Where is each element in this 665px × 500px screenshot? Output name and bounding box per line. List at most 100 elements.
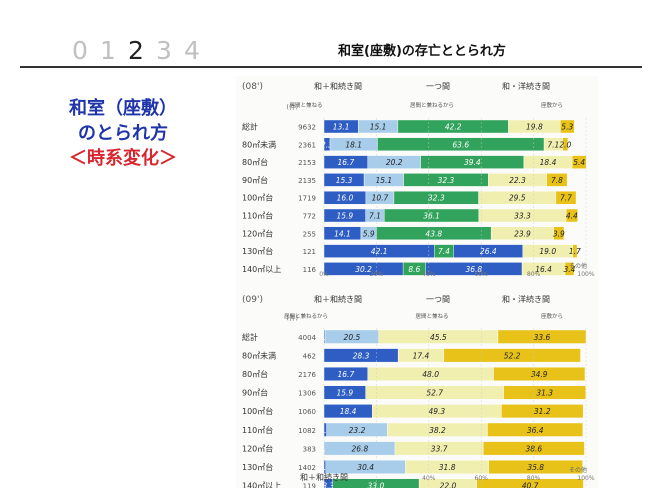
chart1-data-label: 30.4 bbox=[357, 463, 374, 472]
chart0-bar-segment bbox=[571, 155, 587, 169]
chart1-count-label: 1306 bbox=[298, 390, 316, 398]
chart0-data-label: 7.1 bbox=[547, 140, 559, 149]
chart0-data-label: 42.2 bbox=[445, 123, 462, 132]
chart0-data-label: 22.3 bbox=[509, 176, 526, 185]
chart0-tick-label: 0% bbox=[319, 271, 329, 278]
chart1-data-label: 48.0 bbox=[422, 370, 439, 379]
chart0-data-label: 7.4 bbox=[438, 247, 450, 256]
slide-number-0[interactable]: 0 bbox=[72, 36, 88, 65]
chart1-column-header: 和＋和続き間 bbox=[314, 294, 362, 304]
chart0-data-label: 15.9 bbox=[336, 212, 353, 221]
chart0-data-label: 7.7 bbox=[560, 194, 572, 203]
chart0-data-label: 36.1 bbox=[423, 212, 440, 221]
chart0-sub-header: 居間と兼ねるから bbox=[410, 101, 454, 109]
chart0-data-label: 32.3 bbox=[428, 194, 445, 203]
chart1-count-label: 2176 bbox=[298, 371, 316, 379]
slide-number-3[interactable]: 3 bbox=[156, 36, 172, 65]
chart1-category-label: 80㎡台 bbox=[242, 369, 268, 379]
slide-title: 和室(座敷)の存亡ととられ方 bbox=[338, 44, 506, 59]
chart1-data-label: 36.4 bbox=[527, 426, 544, 435]
chart1-data-label: 33.7 bbox=[431, 444, 448, 453]
chart1-count-label: 1082 bbox=[298, 427, 316, 435]
chart1-data-label: 0.4 bbox=[319, 333, 331, 342]
chart0-data-label: 42.1 bbox=[371, 247, 388, 256]
chart0-data-label: 16.4 bbox=[535, 265, 552, 274]
chart1-category-label: 130㎡台 bbox=[242, 462, 273, 472]
chart0-count-label: 116 bbox=[303, 266, 317, 274]
chart0-data-label: 5.4 bbox=[573, 158, 585, 167]
chart0-period-label: (08') bbox=[242, 82, 263, 92]
chart1-category-label: 100㎡台 bbox=[242, 406, 273, 416]
chart0-bar-segment bbox=[546, 173, 568, 187]
chart0-count-label: 2135 bbox=[298, 177, 316, 185]
slide-number-4[interactable]: 4 bbox=[184, 36, 200, 65]
chart1-data-label: 52.7 bbox=[426, 389, 443, 398]
chart1-column-header: 一つ間 bbox=[426, 295, 450, 304]
chart1-data-label: 49.3 bbox=[428, 407, 445, 416]
chart1-sub-header: 居間と兼ねるから bbox=[284, 312, 328, 320]
chart1-data-label: 15.9 bbox=[336, 389, 353, 398]
chart1-data-label: 33.6 bbox=[534, 333, 551, 342]
chart1-data-label: 31.8 bbox=[439, 463, 456, 472]
chart1-bar-segment bbox=[443, 348, 581, 363]
chart0-data-label: 29.5 bbox=[509, 194, 526, 203]
slide-number-2-current[interactable]: 2 bbox=[128, 36, 144, 65]
chart0-data-label: 5.9 bbox=[363, 229, 375, 238]
chart1-count-label: 1060 bbox=[298, 408, 316, 416]
chart1-data-label: 52.2 bbox=[504, 351, 521, 360]
chart0-category-label: 80㎡台 bbox=[242, 157, 268, 167]
chart1-data-label: 26.8 bbox=[352, 444, 369, 453]
chart1-bar-segment bbox=[483, 441, 585, 456]
chart1-tick-label: 100% bbox=[577, 475, 594, 482]
chart0-bar-segment bbox=[572, 244, 578, 258]
chart0-count-label: 121 bbox=[303, 248, 316, 256]
chart0-category-label: 110㎡台 bbox=[242, 211, 273, 221]
chart1-data-label: 28.3 bbox=[353, 351, 370, 360]
chart1-data-label: 38.6 bbox=[526, 444, 543, 453]
chart1-category-label: 120㎡台 bbox=[242, 443, 273, 453]
chart0-data-label: 14.1 bbox=[334, 229, 351, 238]
chart0-data-label: 2.0 bbox=[559, 140, 571, 149]
chart0-data-label: 15.1 bbox=[370, 123, 387, 132]
chart0-data-label: 16.7 bbox=[338, 158, 355, 167]
chart0-data-label: 7.8 bbox=[551, 176, 563, 185]
chart0-data-label: 32.3 bbox=[438, 176, 455, 185]
chart0-bar-segment bbox=[565, 208, 578, 223]
chart1-bottom-label: 和＋和続き間 bbox=[300, 472, 348, 482]
chart1-data-label: 38.2 bbox=[429, 426, 446, 435]
chart0-data-label: 18.4 bbox=[540, 158, 557, 167]
chart0-other-label: その他 bbox=[569, 262, 587, 270]
chart0-count-label: 255 bbox=[303, 230, 316, 238]
chart0-data-label: 1.7 bbox=[569, 247, 581, 256]
heading-line-3: ＜時系変化＞ bbox=[69, 148, 177, 169]
chart1-data-label: 45.5 bbox=[430, 333, 447, 342]
chart0-tick-label: 80% bbox=[527, 271, 541, 278]
chart1-data-label: 35.8 bbox=[527, 463, 544, 472]
chart1-data-label: 17.4 bbox=[413, 351, 430, 360]
chart0-data-label: 63.6 bbox=[452, 140, 469, 149]
chart0-sub-header: 居間と兼ねる bbox=[289, 101, 322, 109]
chart0-data-label: 7.1 bbox=[369, 212, 381, 221]
chart0-data-label: 19.0 bbox=[539, 247, 556, 256]
slide-number-1[interactable]: 1 bbox=[100, 36, 116, 65]
chart0-data-label: 13.1 bbox=[333, 123, 350, 132]
chart0-data-label: 15.1 bbox=[376, 176, 393, 185]
heading-line-1: 和室（座敷） bbox=[69, 98, 177, 119]
chart0-tick-label: 20% bbox=[370, 271, 384, 278]
chart0-column-header: 和＋和続き間 bbox=[314, 81, 362, 91]
heading-line-2: のとられ方 bbox=[78, 123, 168, 144]
chart0-data-label: 10.7 bbox=[372, 194, 389, 203]
chart0-column-header: 和・洋続き間 bbox=[502, 81, 550, 91]
chart0-data-label: 8.6 bbox=[408, 265, 420, 274]
chart1-tick-label: 60% bbox=[475, 475, 489, 482]
chart0-data-label: 39.4 bbox=[464, 158, 481, 167]
chart0-data-label: 3.4 bbox=[564, 265, 576, 274]
chart0-data-label: 30.2 bbox=[355, 265, 372, 274]
chart1-bar-segment bbox=[493, 367, 586, 381]
chart1-category-label: 140㎡以上 bbox=[242, 482, 281, 488]
chart1-data-label: 0.3 bbox=[318, 444, 330, 453]
chart1-count-label: 1402 bbox=[298, 464, 316, 472]
chart0-data-label: 4.4 bbox=[566, 212, 578, 221]
chart0-category-label: 120㎡台 bbox=[242, 228, 273, 238]
